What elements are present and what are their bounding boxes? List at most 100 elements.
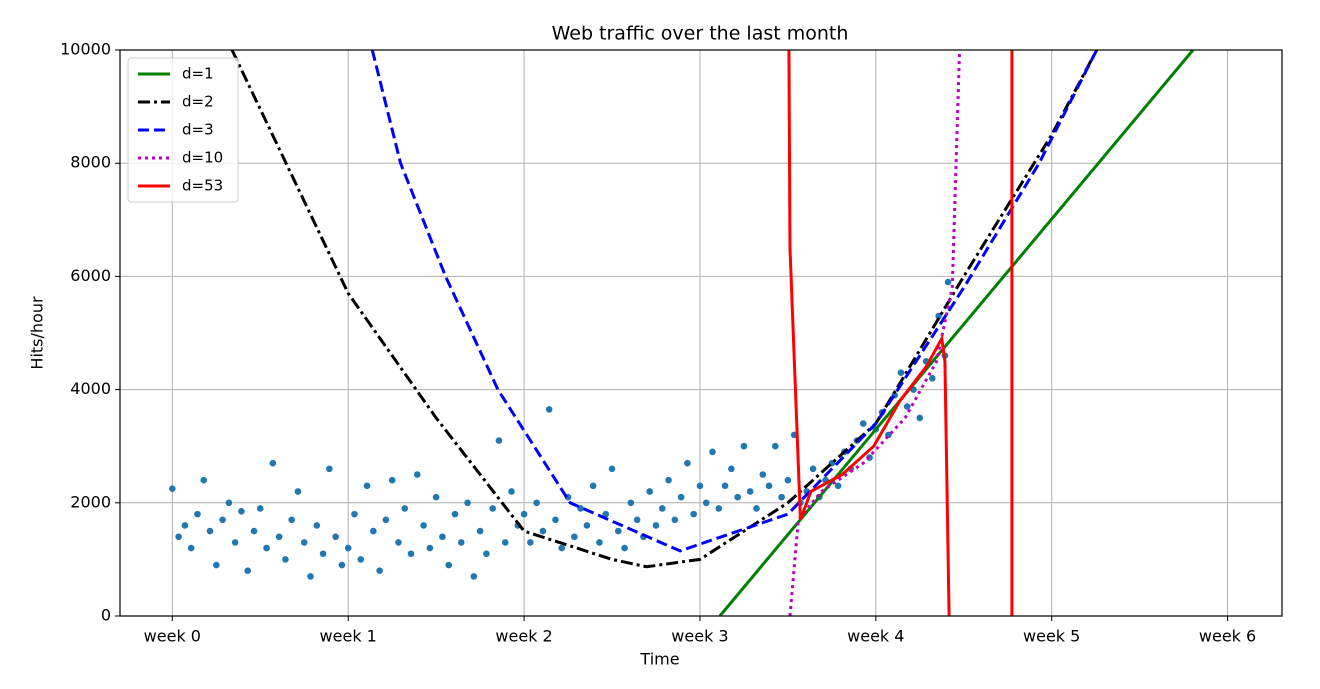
- line-series: [718, 50, 1195, 616]
- data-point: [282, 556, 289, 563]
- data-point: [231, 539, 239, 546]
- data-point: [445, 561, 453, 569]
- data-point: [765, 482, 773, 490]
- legend-label: d=53: [182, 177, 223, 195]
- data-point: [916, 414, 924, 422]
- data-point: [684, 459, 691, 467]
- data-point: [181, 522, 189, 529]
- y-tick-label: 8000: [70, 153, 111, 172]
- y-axis-label: Hits/hour: [28, 296, 47, 370]
- data-point: [834, 482, 842, 490]
- data-point: [539, 527, 547, 535]
- legend-box: [127, 57, 239, 203]
- y-tick-label: 0: [101, 606, 111, 625]
- line-series: [788, 50, 962, 616]
- data-point: [213, 561, 220, 569]
- data-point: [426, 544, 434, 552]
- data-point: [451, 510, 459, 518]
- data-point: [558, 544, 566, 552]
- chart-title: Web traffic over the last month: [552, 23, 849, 45]
- data-point: [696, 482, 704, 490]
- data-point: [658, 505, 666, 512]
- data-point: [351, 510, 358, 518]
- data-point: [929, 374, 936, 382]
- data-point: [414, 471, 421, 478]
- data-point: [602, 510, 610, 518]
- data-point: [935, 312, 942, 320]
- plot-frame: [119, 49, 1283, 617]
- data-point: [206, 527, 214, 535]
- data-point: [175, 533, 182, 541]
- data-point: [432, 493, 440, 501]
- line-series: [230, 50, 1099, 569]
- data-point: [288, 516, 295, 524]
- legend-label: d=3: [182, 121, 214, 139]
- data-point: [169, 485, 176, 492]
- x-tick-label: week 6: [1199, 627, 1256, 646]
- data-point: [225, 499, 233, 507]
- data-point: [614, 527, 622, 535]
- data-point: [571, 533, 578, 541]
- data-point: [903, 403, 911, 410]
- data-point: [501, 539, 509, 546]
- data-point: [778, 493, 785, 501]
- data-point: [470, 573, 478, 580]
- data-point: [244, 567, 252, 575]
- data-point: [859, 420, 867, 427]
- data-point: [300, 539, 308, 546]
- x-tick-label: week 5: [1023, 627, 1080, 646]
- x-tick-label: week 0: [144, 627, 201, 646]
- data-point: [759, 471, 767, 478]
- data-point: [313, 522, 321, 529]
- data-point: [256, 505, 264, 512]
- y-tick-label: 10000: [60, 40, 111, 59]
- data-point: [275, 533, 283, 541]
- y-tick-label: 4000: [70, 379, 111, 398]
- x-tick-label: week 1: [320, 627, 377, 646]
- data-point: [589, 482, 597, 490]
- data-point: [608, 465, 616, 473]
- legend-label: d=10: [182, 149, 223, 167]
- line-series: [370, 50, 1099, 553]
- data-point: [250, 527, 258, 535]
- data-point: [527, 539, 534, 546]
- data-point: [363, 482, 371, 490]
- data-point: [370, 527, 377, 535]
- data-point: [677, 493, 685, 501]
- data-point: [263, 544, 270, 552]
- data-point: [583, 522, 591, 529]
- data-point: [665, 476, 672, 484]
- x-tick-label: week 4: [847, 627, 904, 646]
- data-point: [338, 561, 346, 569]
- data-point: [382, 516, 390, 524]
- data-point: [344, 544, 352, 552]
- data-point: [533, 499, 540, 507]
- data-point: [671, 516, 679, 524]
- data-point: [200, 476, 208, 484]
- legend-label: d=2: [182, 93, 214, 111]
- data-point: [690, 510, 697, 518]
- data-point: [269, 459, 277, 467]
- data-point: [721, 482, 729, 490]
- data-point: [464, 499, 471, 507]
- data-point: [897, 369, 905, 376]
- data-point: [740, 442, 748, 450]
- data-point: [483, 550, 490, 558]
- data-point: [772, 442, 779, 450]
- data-point: [552, 516, 559, 524]
- data-point: [376, 567, 383, 575]
- data-point: [319, 550, 327, 558]
- data-point: [489, 505, 496, 512]
- data-point: [238, 507, 245, 515]
- data-point: [809, 465, 817, 473]
- data-point: [307, 573, 314, 580]
- data-point: [627, 499, 635, 507]
- x-tick-label: week 2: [495, 627, 552, 646]
- data-point: [734, 493, 741, 501]
- data-point: [194, 510, 201, 518]
- data-point: [715, 505, 723, 512]
- x-tick-label: week 3: [671, 627, 728, 646]
- data-point: [633, 516, 641, 524]
- data-point: [621, 544, 628, 552]
